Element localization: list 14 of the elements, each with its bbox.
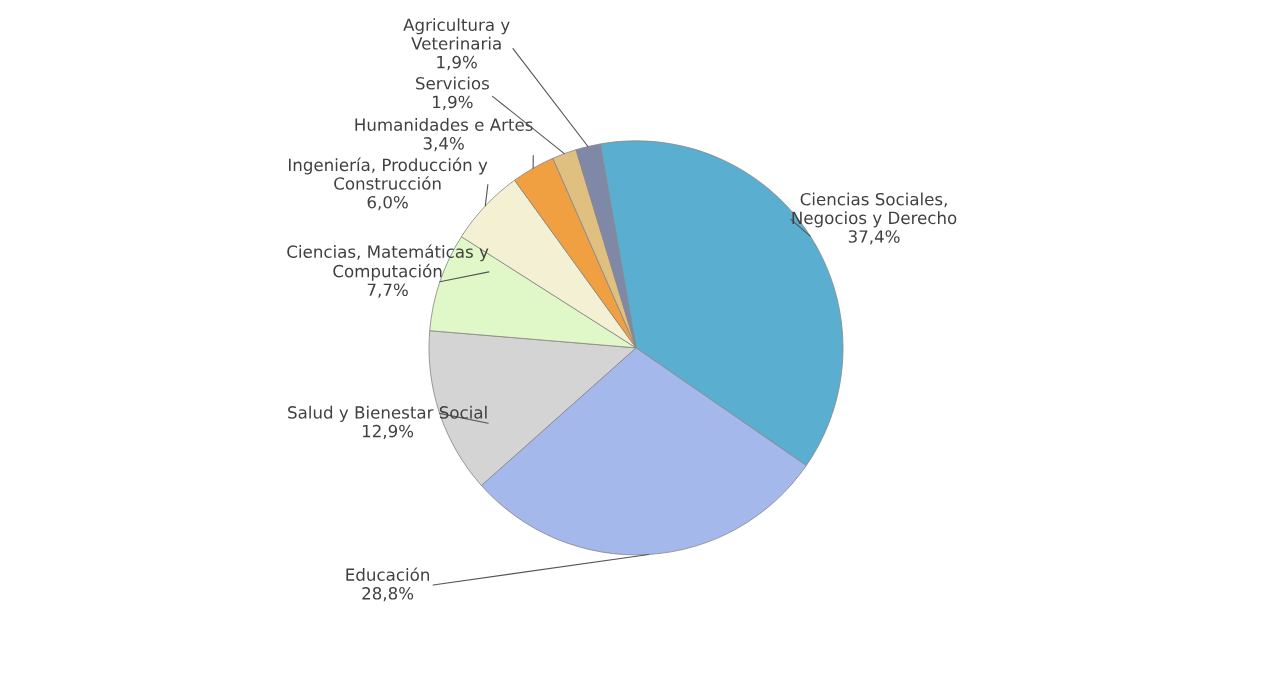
slice-label: Servicios: [416, 76, 489, 90]
data-label: 3,4%: [423, 137, 464, 152]
data-label: 28,8%: [362, 587, 414, 602]
slice-label: Ingeniería, Producción y Construcción: [288, 157, 488, 190]
data-label: 1,9%: [433, 95, 473, 110]
data-label: 1,9%: [437, 55, 477, 71]
slice-label: Ciencias, Matemáticas y Computación: [287, 244, 489, 281]
data-label: 12,9%: [362, 424, 414, 440]
slice-label: Agricultura y Veterinaria: [403, 18, 510, 50]
data-label: 7,7%: [367, 283, 408, 298]
slice-label: Educación: [346, 567, 429, 581]
data-label: 6,0%: [367, 195, 408, 211]
data-label: 37,4%: [848, 230, 900, 245]
slice-label: Salud y Bienestar Social: [288, 405, 487, 422]
